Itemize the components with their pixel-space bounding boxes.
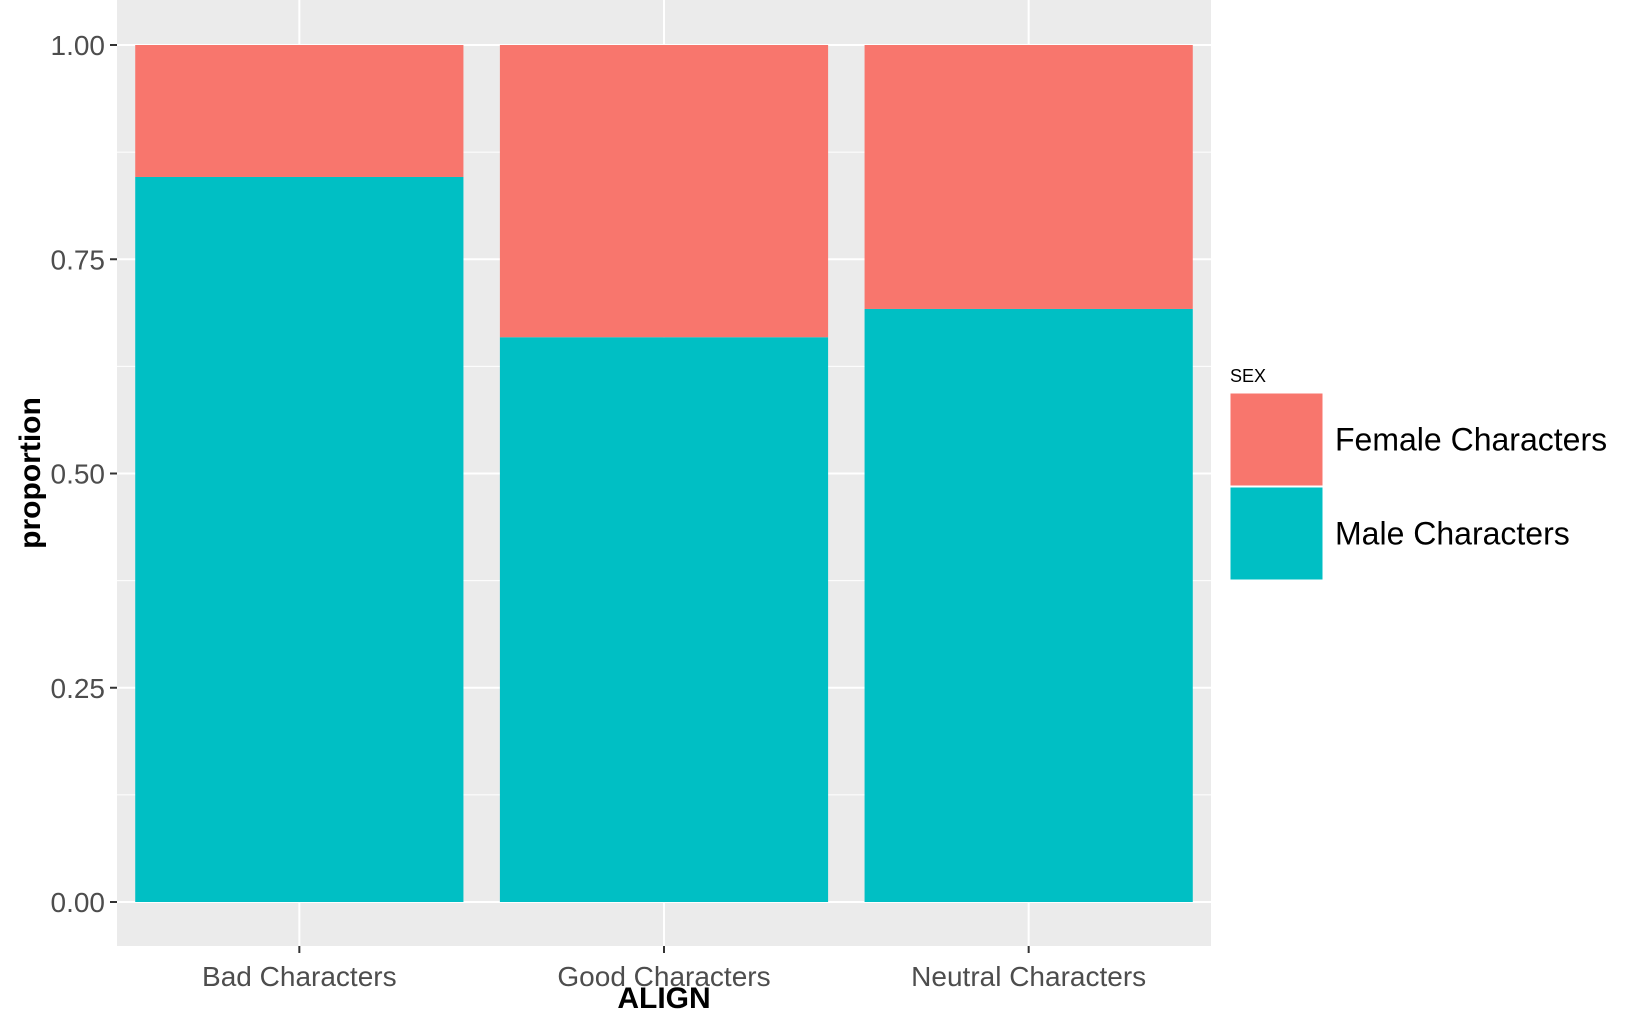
axes: 0.00 0.25 0.50 0.75 1.00 Bad Characters Good C… <box>51 30 1147 992</box>
x-tick-label: Bad Characters <box>202 961 397 992</box>
bar-segment-male-characters <box>135 176 464 902</box>
legend-key <box>1229 486 1324 581</box>
bars <box>135 45 1193 902</box>
legend-label: Female Characters <box>1335 422 1607 458</box>
y-tick-label: 0.50 <box>51 459 106 490</box>
x-tick-label: Neutral Characters <box>911 961 1146 992</box>
y-axis-title: proportion <box>14 397 47 549</box>
legend-title: SEX <box>1230 366 1266 386</box>
legend: SEX Female Characters Male Characters <box>1229 366 1607 581</box>
legend-key <box>1229 392 1324 487</box>
y-tick-label: 1.00 <box>51 30 106 61</box>
bar-segment-female-characters <box>864 45 1193 309</box>
y-tick-label: 0.25 <box>51 673 106 704</box>
x-axis-title: ALIGN <box>617 982 710 1013</box>
bar-segment-male-characters <box>499 337 829 902</box>
legend-label: Male Characters <box>1335 516 1570 552</box>
y-tick-label: 0.00 <box>51 887 106 918</box>
bar-segment-female-characters <box>499 45 829 338</box>
y-tick-label: 0.75 <box>51 244 106 275</box>
x-tick-label: Good Characters <box>557 961 770 992</box>
bar-segment-male-characters <box>864 308 1193 902</box>
bar-segment-female-characters <box>135 45 464 177</box>
